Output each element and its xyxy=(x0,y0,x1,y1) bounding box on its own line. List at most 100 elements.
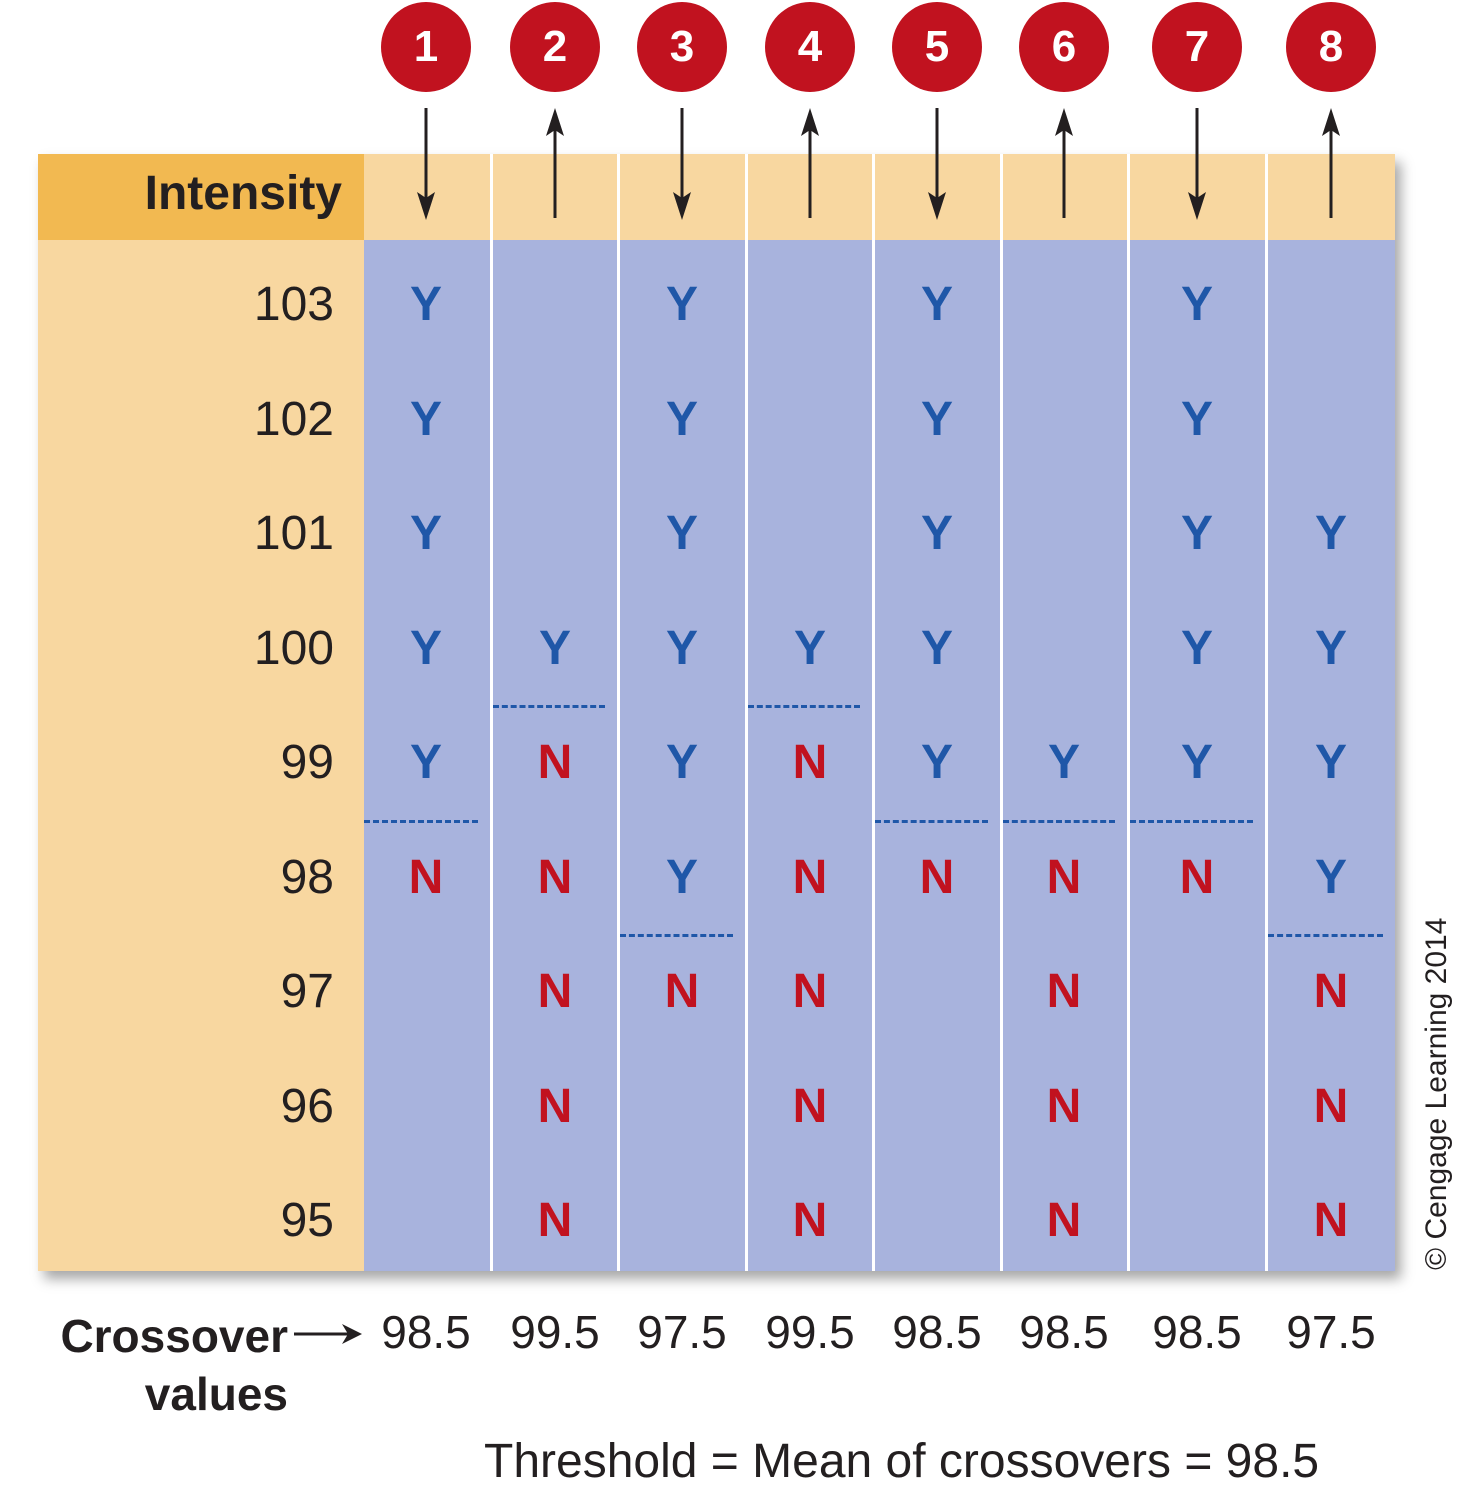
crossover-value: 99.5 xyxy=(510,1306,600,1358)
run-number: 4 xyxy=(797,22,823,71)
no-response: N xyxy=(408,850,444,904)
no-response: N xyxy=(792,965,828,1018)
column-separator xyxy=(490,240,493,1271)
header-separator xyxy=(1127,154,1130,240)
run-number: 2 xyxy=(542,22,568,71)
header-separator xyxy=(872,154,875,240)
direction-header-band xyxy=(364,154,1395,240)
no-response: N xyxy=(919,850,955,904)
run-column-8 xyxy=(1268,240,1395,1271)
header-separator xyxy=(617,154,620,240)
run-column-5 xyxy=(875,240,1000,1271)
yes-response: Y xyxy=(920,278,953,331)
crossover-value: 98.5 xyxy=(1152,1306,1242,1358)
no-response: N xyxy=(537,736,573,789)
intensity-level: 103 xyxy=(253,278,334,331)
yes-response: Y xyxy=(1314,621,1347,675)
yes-response: Y xyxy=(920,736,953,789)
yes-response: Y xyxy=(1314,736,1347,789)
yes-response: Y xyxy=(1180,392,1213,446)
column-separator xyxy=(617,240,620,1271)
run-number-circle: 6 xyxy=(1019,2,1109,92)
no-response: N xyxy=(537,1079,573,1133)
yes-response: Y xyxy=(409,278,442,331)
run-column-3 xyxy=(620,240,745,1271)
yes-response: Y xyxy=(1314,507,1347,560)
yes-response: Y xyxy=(1180,621,1213,675)
header-separator xyxy=(1000,154,1003,240)
yes-response: Y xyxy=(1180,507,1213,560)
yes-response: Y xyxy=(409,392,442,446)
yes-response: Y xyxy=(665,392,698,446)
run-number: 3 xyxy=(669,22,695,71)
column-separator xyxy=(1127,240,1130,1271)
intensity-level: 102 xyxy=(253,392,334,446)
run-number: 8 xyxy=(1318,22,1344,71)
no-response: N xyxy=(537,850,573,904)
yes-response: Y xyxy=(793,621,826,675)
yes-response: Y xyxy=(538,621,571,675)
crossover-dashed-line xyxy=(620,934,733,937)
run-number-circle: 3 xyxy=(637,2,727,92)
crossover-value: 98.5 xyxy=(381,1306,471,1358)
no-response: N xyxy=(792,850,828,904)
crossover-dashed-line xyxy=(364,819,478,823)
yes-response: Y xyxy=(920,621,953,675)
crossover-dashed-line xyxy=(748,705,860,708)
no-response: N xyxy=(1046,1194,1082,1247)
intensity-level: 96 xyxy=(280,1079,334,1133)
crossover-dashed-line xyxy=(1003,819,1115,823)
yes-response: Y xyxy=(1180,736,1213,789)
intensity-header-cell: Intensity xyxy=(38,154,364,240)
threshold-equation: Threshold = Mean of crossovers = 98.5 xyxy=(484,1435,1320,1488)
copyright-notice: © Cengage Learning 2014 xyxy=(1420,917,1453,1270)
crossover-label-line2: values xyxy=(144,1368,288,1420)
yes-response: Y xyxy=(409,507,442,560)
run-number: 7 xyxy=(1184,22,1210,71)
crossover-dashed-line xyxy=(493,705,605,708)
run-number: 6 xyxy=(1051,22,1077,71)
no-response: N xyxy=(1046,1079,1082,1133)
yes-response: Y xyxy=(1314,850,1347,904)
crossover-dashed-line xyxy=(1268,934,1383,937)
run-column-7 xyxy=(1130,240,1265,1271)
header-separator xyxy=(745,154,748,240)
intensity-level: 95 xyxy=(280,1194,334,1247)
crossover-value: 97.5 xyxy=(1286,1306,1376,1358)
crossover-label-line1: Crossover xyxy=(60,1310,288,1362)
no-response: N xyxy=(664,965,700,1018)
run-column-4 xyxy=(748,240,872,1271)
yes-response: Y xyxy=(920,392,953,446)
intensity-level: 101 xyxy=(253,507,334,560)
column-separator xyxy=(1000,240,1003,1271)
header-separator xyxy=(1265,154,1268,240)
column-separator xyxy=(872,240,875,1271)
yes-response: Y xyxy=(665,850,698,904)
no-response: N xyxy=(537,1194,573,1247)
intensity-column xyxy=(38,154,364,1271)
yes-response: Y xyxy=(920,507,953,560)
no-response: N xyxy=(1179,850,1215,904)
run-number-circle: 5 xyxy=(892,2,982,92)
no-response: N xyxy=(1046,850,1082,904)
no-response: N xyxy=(792,1194,828,1247)
yes-response: Y xyxy=(1180,278,1213,331)
crossover-value: 99.5 xyxy=(765,1306,855,1358)
intensity-level: 100 xyxy=(253,621,334,675)
crossover-value: 97.5 xyxy=(637,1306,727,1358)
yes-response: Y xyxy=(665,736,698,789)
run-column-1 xyxy=(364,240,490,1271)
crossover-values-label: Crossover values xyxy=(38,1307,288,1423)
run-number-circle: 1 xyxy=(381,2,471,92)
run-number-circle: 2 xyxy=(510,2,600,92)
no-response: N xyxy=(537,965,573,1018)
column-separator xyxy=(745,240,748,1271)
crossover-value: 98.5 xyxy=(892,1306,982,1358)
run-column-6 xyxy=(1003,240,1127,1271)
yes-response: Y xyxy=(409,736,442,789)
yes-response: Y xyxy=(665,507,698,560)
no-response: N xyxy=(792,736,828,789)
run-number: 1 xyxy=(413,22,439,71)
run-number-circle: 8 xyxy=(1286,2,1376,92)
